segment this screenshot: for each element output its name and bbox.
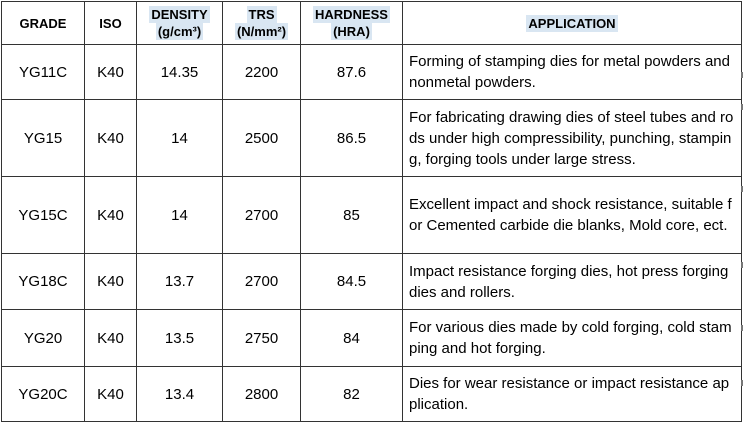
iso-cell: K40 [84, 253, 137, 310]
grade-header: GRADE [1, 1, 85, 45]
iso-cell: K40 [84, 366, 137, 422]
density-cell: 14 [136, 99, 223, 177]
application-cell: Impact resistance forging dies, hot pres… [402, 253, 742, 310]
header-row: GRADE ISO DENSITY (g/cm³) TRS (N/mm²) HARD… [1, 1, 742, 45]
density-cell: 13.7 [136, 253, 223, 310]
hardness-cell: 87.6 [300, 44, 403, 100]
density-cell: 13.4 [136, 366, 223, 422]
application-header: APPLICATION [402, 1, 742, 45]
table-row: YG20C K40 13.4 2800 82 Dies for wear res… [1, 366, 742, 422]
density-cell: 13.5 [136, 309, 223, 367]
hardness-cell: 84.5 [300, 253, 403, 310]
application-cell: For fabricating drawing dies of steel tu… [402, 99, 742, 177]
grade-cell: YG20 [1, 309, 85, 367]
density-header: DENSITY (g/cm³) [136, 1, 223, 45]
edge-markers [741, 0, 744, 424]
trs-header: TRS (N/mm²) [222, 1, 301, 45]
hardness-cell: 82 [300, 366, 403, 422]
table-row: YG18C K40 13.7 2700 84.5 Impact resistan… [1, 253, 742, 310]
iso-cell: K40 [84, 176, 137, 254]
density-cell: 14 [136, 176, 223, 254]
application-cell: Dies for wear resistance or impact resis… [402, 366, 742, 422]
application-cell: For various dies made by cold forging, c… [402, 309, 742, 367]
grade-cell: YG18C [1, 253, 85, 310]
application-cell: Excellent impact and shock resistance, s… [402, 176, 742, 254]
trs-cell: 2750 [222, 309, 301, 367]
trs-cell: 2800 [222, 366, 301, 422]
hardness-cell: 84 [300, 309, 403, 367]
hardness-cell: 86.5 [300, 99, 403, 177]
iso-cell: K40 [84, 99, 137, 177]
trs-cell: 2500 [222, 99, 301, 177]
grade-cell: YG11C [1, 44, 85, 100]
iso-header: ISO [84, 1, 137, 45]
table-row: YG20 K40 13.5 2750 84 For various dies m… [1, 309, 742, 367]
iso-cell: K40 [84, 44, 137, 100]
trs-cell: 2200 [222, 44, 301, 100]
grade-cell: YG20C [1, 366, 85, 422]
table-row: YG15 K40 14 2500 86.5 For fabricating dr… [1, 99, 742, 177]
hardness-cell: 85 [300, 176, 403, 254]
application-cell: Forming of stamping dies for metal powde… [402, 44, 742, 100]
table-row: YG11C K40 14.35 2200 87.6 Forming of sta… [1, 44, 742, 100]
iso-cell: K40 [84, 309, 137, 367]
table-row: YG15C K40 14 2700 85 Excellent impact an… [1, 176, 742, 254]
grade-cell: YG15C [1, 176, 85, 254]
trs-cell: 2700 [222, 176, 301, 254]
density-cell: 14.35 [136, 44, 223, 100]
grade-cell: YG15 [1, 99, 85, 177]
trs-cell: 2700 [222, 253, 301, 310]
hardness-header: HARDNESS (HRA) [300, 1, 403, 45]
